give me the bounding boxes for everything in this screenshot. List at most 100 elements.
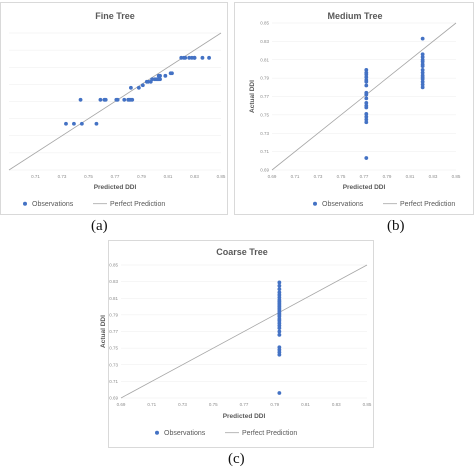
observation-point xyxy=(129,85,133,90)
observation-point xyxy=(207,55,211,60)
x-tick-label: 0.77 xyxy=(111,174,120,179)
observation-point xyxy=(364,112,369,116)
observation-point xyxy=(277,391,282,395)
legend-observations-marker xyxy=(23,201,27,206)
y-tick-label: 0.73 xyxy=(260,131,269,136)
y-tick-label: 0.71 xyxy=(109,379,118,384)
fine-tree-chart: Fine Tree 0.71 0.73 0.75 0.77 0.79 0.81 0.83 0.8… xyxy=(8,11,226,208)
observation-point xyxy=(200,55,205,60)
observation-point xyxy=(277,287,282,292)
chart-panel-coarse-tree: Coarse Tree 0.69 0.71 0.73 0.75 0.77 0.79 0.81 0… xyxy=(100,240,374,448)
x-tick-label: 0.71 xyxy=(31,174,40,179)
x-tick-label: 0.83 xyxy=(429,174,438,179)
x-tick-label: 0.73 xyxy=(314,174,323,179)
observation-point xyxy=(364,75,369,80)
x-tick-label: 0.79 xyxy=(270,402,279,407)
observation-point xyxy=(150,77,155,82)
y-tick-label: 0.73 xyxy=(109,362,118,367)
observation-point xyxy=(130,97,135,102)
observation-point xyxy=(420,70,425,75)
observation-point xyxy=(189,55,194,60)
x-tick-label: 0.85 xyxy=(452,174,461,179)
observation-point xyxy=(364,96,369,101)
x-tick-label: 0.73 xyxy=(58,174,67,179)
observation-point xyxy=(277,280,282,285)
chart-panel-fine-tree: Fine Tree 0.71 0.73 0.75 0.77 0.79 0.81 0.83 0.8… xyxy=(0,2,228,215)
observation-point xyxy=(146,79,151,84)
observation-point xyxy=(115,97,120,102)
x-tick-label: 0.85 xyxy=(217,174,226,179)
legend-perfect-prediction-label: Perfect Prediction xyxy=(242,430,297,437)
legend-perfect-prediction-label: Perfect Prediction xyxy=(400,201,455,208)
legend-observations-label: Observations xyxy=(322,201,364,208)
y-tick-label: 0.85 xyxy=(109,263,118,268)
observation-point xyxy=(364,70,369,75)
chart-title: Medium Tree xyxy=(327,11,382,21)
observation-point xyxy=(136,85,141,90)
y-axis-label: Actual DDI xyxy=(100,315,107,348)
caption-b: (b) xyxy=(387,218,405,234)
observation-point xyxy=(420,79,425,84)
observation-point xyxy=(187,55,192,60)
x-tick-label: 0.81 xyxy=(164,174,173,179)
observation-point xyxy=(163,73,168,78)
legend-perfect-prediction-label: Perfect Prediction xyxy=(110,201,165,208)
legend-observations-marker xyxy=(313,201,317,206)
x-tick-label: 0.69 xyxy=(117,402,126,407)
observation-point xyxy=(72,121,76,126)
observation-point xyxy=(98,97,103,102)
observation-point xyxy=(277,329,282,334)
observation-point xyxy=(277,345,282,350)
x-tick-label: 0.75 xyxy=(209,402,218,407)
x-axis-label: Predicted DDI xyxy=(94,184,137,191)
x-axis-label: Predicted DDI xyxy=(343,184,386,191)
observation-point xyxy=(158,77,162,82)
observation-point xyxy=(364,67,369,72)
observation-point xyxy=(192,55,197,60)
observation-point xyxy=(103,97,108,102)
observation-point xyxy=(364,114,369,119)
x-tick-label: 0.79 xyxy=(137,174,146,179)
chart-title: Fine Tree xyxy=(95,11,135,21)
perfect-prediction-line xyxy=(120,264,368,399)
observation-point xyxy=(420,67,425,72)
observation-point xyxy=(158,73,162,78)
y-tick-label: 0.75 xyxy=(109,346,118,351)
perfect-prediction-line xyxy=(8,32,222,171)
observation-point xyxy=(140,83,145,88)
x-tick-label: 0.75 xyxy=(84,174,93,179)
legend-observations-label: Observations xyxy=(32,201,74,208)
x-tick-label: 0.79 xyxy=(383,174,392,179)
x-tick-label: 0.71 xyxy=(147,402,156,407)
x-tick-label: 0.81 xyxy=(406,174,415,179)
observation-point xyxy=(94,121,99,126)
medium-tree-chart: Medium Tree 0.69 0.71 0.73 0.75 0.77 0.79 0.81 0… xyxy=(249,11,461,208)
observation-point xyxy=(364,120,369,125)
observation-point xyxy=(64,121,68,126)
observation-point xyxy=(277,283,282,288)
observation-point xyxy=(364,117,369,122)
y-tick-label: 0.83 xyxy=(109,279,118,284)
observation-point xyxy=(364,101,369,105)
y-tick-label: 0.69 xyxy=(260,168,269,173)
x-tick-label: 0.83 xyxy=(332,402,341,407)
observation-point xyxy=(420,36,425,41)
observation-point xyxy=(420,57,425,62)
y-tick-label: 0.79 xyxy=(260,76,269,81)
observation-point xyxy=(364,78,369,82)
observation-point xyxy=(78,97,83,102)
observation-point xyxy=(364,90,369,95)
caption-a: (a) xyxy=(91,218,108,234)
observation-point xyxy=(364,83,369,88)
x-tick-label: 0.73 xyxy=(178,402,187,407)
observation-point xyxy=(79,121,84,126)
observation-point xyxy=(364,156,369,160)
x-tick-label: 0.71 xyxy=(291,174,300,179)
x-tick-label: 0.77 xyxy=(360,174,369,179)
observation-point xyxy=(420,62,425,67)
x-tick-label: 0.81 xyxy=(301,402,310,407)
x-axis-label: Predicted DDI xyxy=(223,413,266,420)
coarse-tree-chart: Coarse Tree 0.69 0.71 0.73 0.75 0.77 0.79 0.81 0… xyxy=(100,247,372,437)
observation-point xyxy=(170,71,174,76)
x-tick-label: 0.85 xyxy=(363,402,372,407)
